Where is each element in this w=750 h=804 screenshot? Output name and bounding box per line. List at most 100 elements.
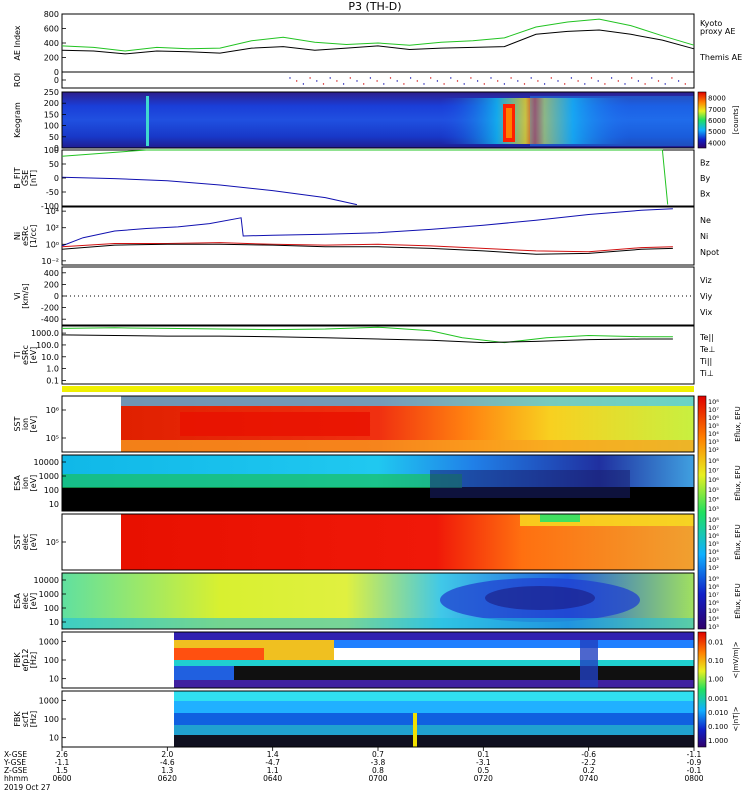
- roi-dot: [530, 77, 532, 79]
- roi-dot: [644, 83, 646, 85]
- roi-dot: [517, 80, 519, 82]
- roi-dot: [617, 80, 619, 82]
- density-ylabel-2: [1/cc]: [29, 225, 38, 248]
- esa_elec-eflux-tick-0: 10⁹: [708, 575, 719, 583]
- esa_ion-eflux-tick-4: 10⁴: [708, 495, 719, 503]
- fbk_e12-ylabel-0: FBK: [13, 652, 22, 668]
- xaxis-date: 2019 Oct 27: [4, 783, 51, 792]
- sst_elec-eflux-label: Eflux, EFU: [734, 524, 742, 559]
- xaxis-row-label-1: Y-GSE: [3, 758, 26, 767]
- xaxis-value-5-0: -0.6: [581, 750, 596, 759]
- keogram-image: [62, 92, 694, 148]
- xaxis-value-0-0: 2.6: [56, 750, 68, 759]
- xaxis-value-3-3: 0700: [368, 774, 387, 783]
- bfield-series-by: [61, 149, 669, 205]
- roi-dot: [657, 80, 660, 82]
- esa_ion-ylabel-0: ESA: [13, 475, 22, 491]
- bfield-ytick-label-3: 50: [49, 160, 59, 169]
- sst_elec-eflux-tick-1: 10⁷: [708, 524, 719, 532]
- sst_ion-ylabel-1: ion: [21, 418, 30, 430]
- sst_ion-eflux-label: Eflux, EFU: [734, 406, 742, 441]
- roi-dot: [436, 80, 439, 82]
- ae-ytick-label-3: 600: [44, 25, 59, 34]
- xaxis-value-6-0: -1.1: [687, 750, 702, 759]
- esa_elec-ylabel-0: ESA: [13, 593, 22, 609]
- bfield-series-bx: [61, 176, 358, 206]
- sst_ion-ylabel-0: SST: [13, 416, 22, 431]
- xaxis-value-4-1: -3.1: [476, 758, 491, 767]
- ae-ytick-label-0: 0: [54, 68, 59, 77]
- roi-dot: [369, 77, 372, 79]
- esa_ion-eflux-tick-3: 10⁵: [708, 486, 719, 494]
- sst-elec-image: [62, 514, 694, 570]
- xaxis-value-1-3: 0620: [158, 774, 177, 783]
- temperature-ylabel-2: [eV]: [29, 347, 38, 364]
- roi-dot: [537, 80, 539, 82]
- esa_ion-ylabel-1: ion: [21, 477, 30, 489]
- keogram-cbar-tick-0: 4000: [708, 139, 726, 147]
- roi-dot: [470, 77, 472, 79]
- xaxis-value-4-0: 0.1: [477, 750, 489, 759]
- roi-dot: [510, 77, 512, 79]
- roi-dot: [624, 83, 626, 85]
- density-ytick-label-1: 10²: [46, 224, 59, 233]
- velocity-ytick-label-0: -400: [41, 315, 59, 324]
- esa_elec-ylabel-1: elec: [21, 593, 30, 609]
- temperature-legend-0: Te||: [699, 333, 714, 342]
- keogram-cbar-tick-4: 8000: [708, 95, 726, 103]
- esa-elec-image: [62, 573, 694, 629]
- sst_elec-ytick-label-0: 10⁵: [46, 538, 59, 547]
- density-ylabel-1: eSRc: [21, 226, 30, 246]
- density-legend-2: Npot: [700, 248, 719, 257]
- esa_elec-ylabel-2: [eV]: [29, 593, 38, 610]
- ae-legend-1: proxy AE: [700, 27, 735, 36]
- roi-dot: [543, 83, 546, 85]
- roi-dot: [396, 80, 398, 82]
- keogram-ytick-label-2: 100: [44, 122, 59, 131]
- sst_ion-eflux-tick-6: 10²: [708, 446, 719, 454]
- esa_elec-ytick-label-0: 10000: [34, 576, 59, 585]
- esa_elec-eflux-tick-3: 10⁶: [708, 599, 719, 607]
- colorbars: [697, 91, 707, 748]
- fbk_scm1-cbar-tick-0: 1.000: [708, 737, 728, 745]
- temperature-ylabel-1: eSRc: [21, 345, 30, 365]
- keogram-ytick-label-0: 0: [54, 144, 59, 153]
- xaxis-value-1-2: 1.3: [161, 766, 173, 775]
- keogram-ytick-label-1: 50: [49, 133, 59, 142]
- sst-ion-image: [62, 396, 694, 452]
- esa_elec-eflux-tick-1: 10⁸: [708, 583, 719, 591]
- sst_ion-eflux-tick-2: 10⁶: [708, 414, 719, 422]
- roi-dot: [557, 80, 559, 82]
- esa_elec-eflux-tick-6: 10³: [708, 623, 719, 631]
- esa-ion-panel: [61, 454, 695, 512]
- bfield-ylabel-1: GSE: [21, 170, 30, 186]
- temperature-ylabel-0: Ti: [13, 352, 22, 360]
- roi-dot: [577, 80, 579, 82]
- temperature-ytick-label-3: 1.0: [46, 365, 59, 374]
- bfield-panel: [61, 149, 695, 207]
- keogram-cbar-label: [counts]: [732, 105, 740, 134]
- roi-dot: [550, 77, 552, 79]
- density-ytick-label-3: 10⁻²: [41, 257, 59, 266]
- fbk_scm1-ytick-label-0: 1000: [39, 696, 59, 705]
- eflux-colorbar: [697, 395, 707, 630]
- esa_ion-eflux-tick-1: 10⁷: [708, 467, 719, 475]
- roi-dot: [316, 80, 318, 82]
- sst_elec-eflux-tick-6: 10²: [708, 564, 719, 572]
- xaxis-value-6-2: -0.1: [687, 766, 702, 775]
- keogram-panel: [61, 91, 695, 149]
- roi-dot: [631, 77, 633, 79]
- esa_ion-ylabel-2: [eV]: [29, 475, 38, 492]
- density-ytick-label-0: 10⁴: [46, 207, 59, 216]
- esa_ion-eflux-tick-2: 10⁶: [708, 476, 719, 484]
- sst_ion-ytick-label-1: 10⁵: [46, 434, 59, 443]
- sst_ion-eflux-tick-3: 10⁵: [708, 422, 719, 430]
- esa_ion-eflux-tick-0: 10⁸: [708, 457, 719, 465]
- roi-dot: [463, 83, 465, 85]
- plot-title: P3 (TH-D): [348, 0, 401, 13]
- bfield-ytick-label-0: -100: [41, 202, 59, 211]
- xaxis-value-0-2: 1.5: [56, 766, 68, 775]
- density-series-npot: [61, 208, 673, 247]
- density-series-ne: [61, 242, 673, 253]
- roi-dot: [389, 77, 392, 79]
